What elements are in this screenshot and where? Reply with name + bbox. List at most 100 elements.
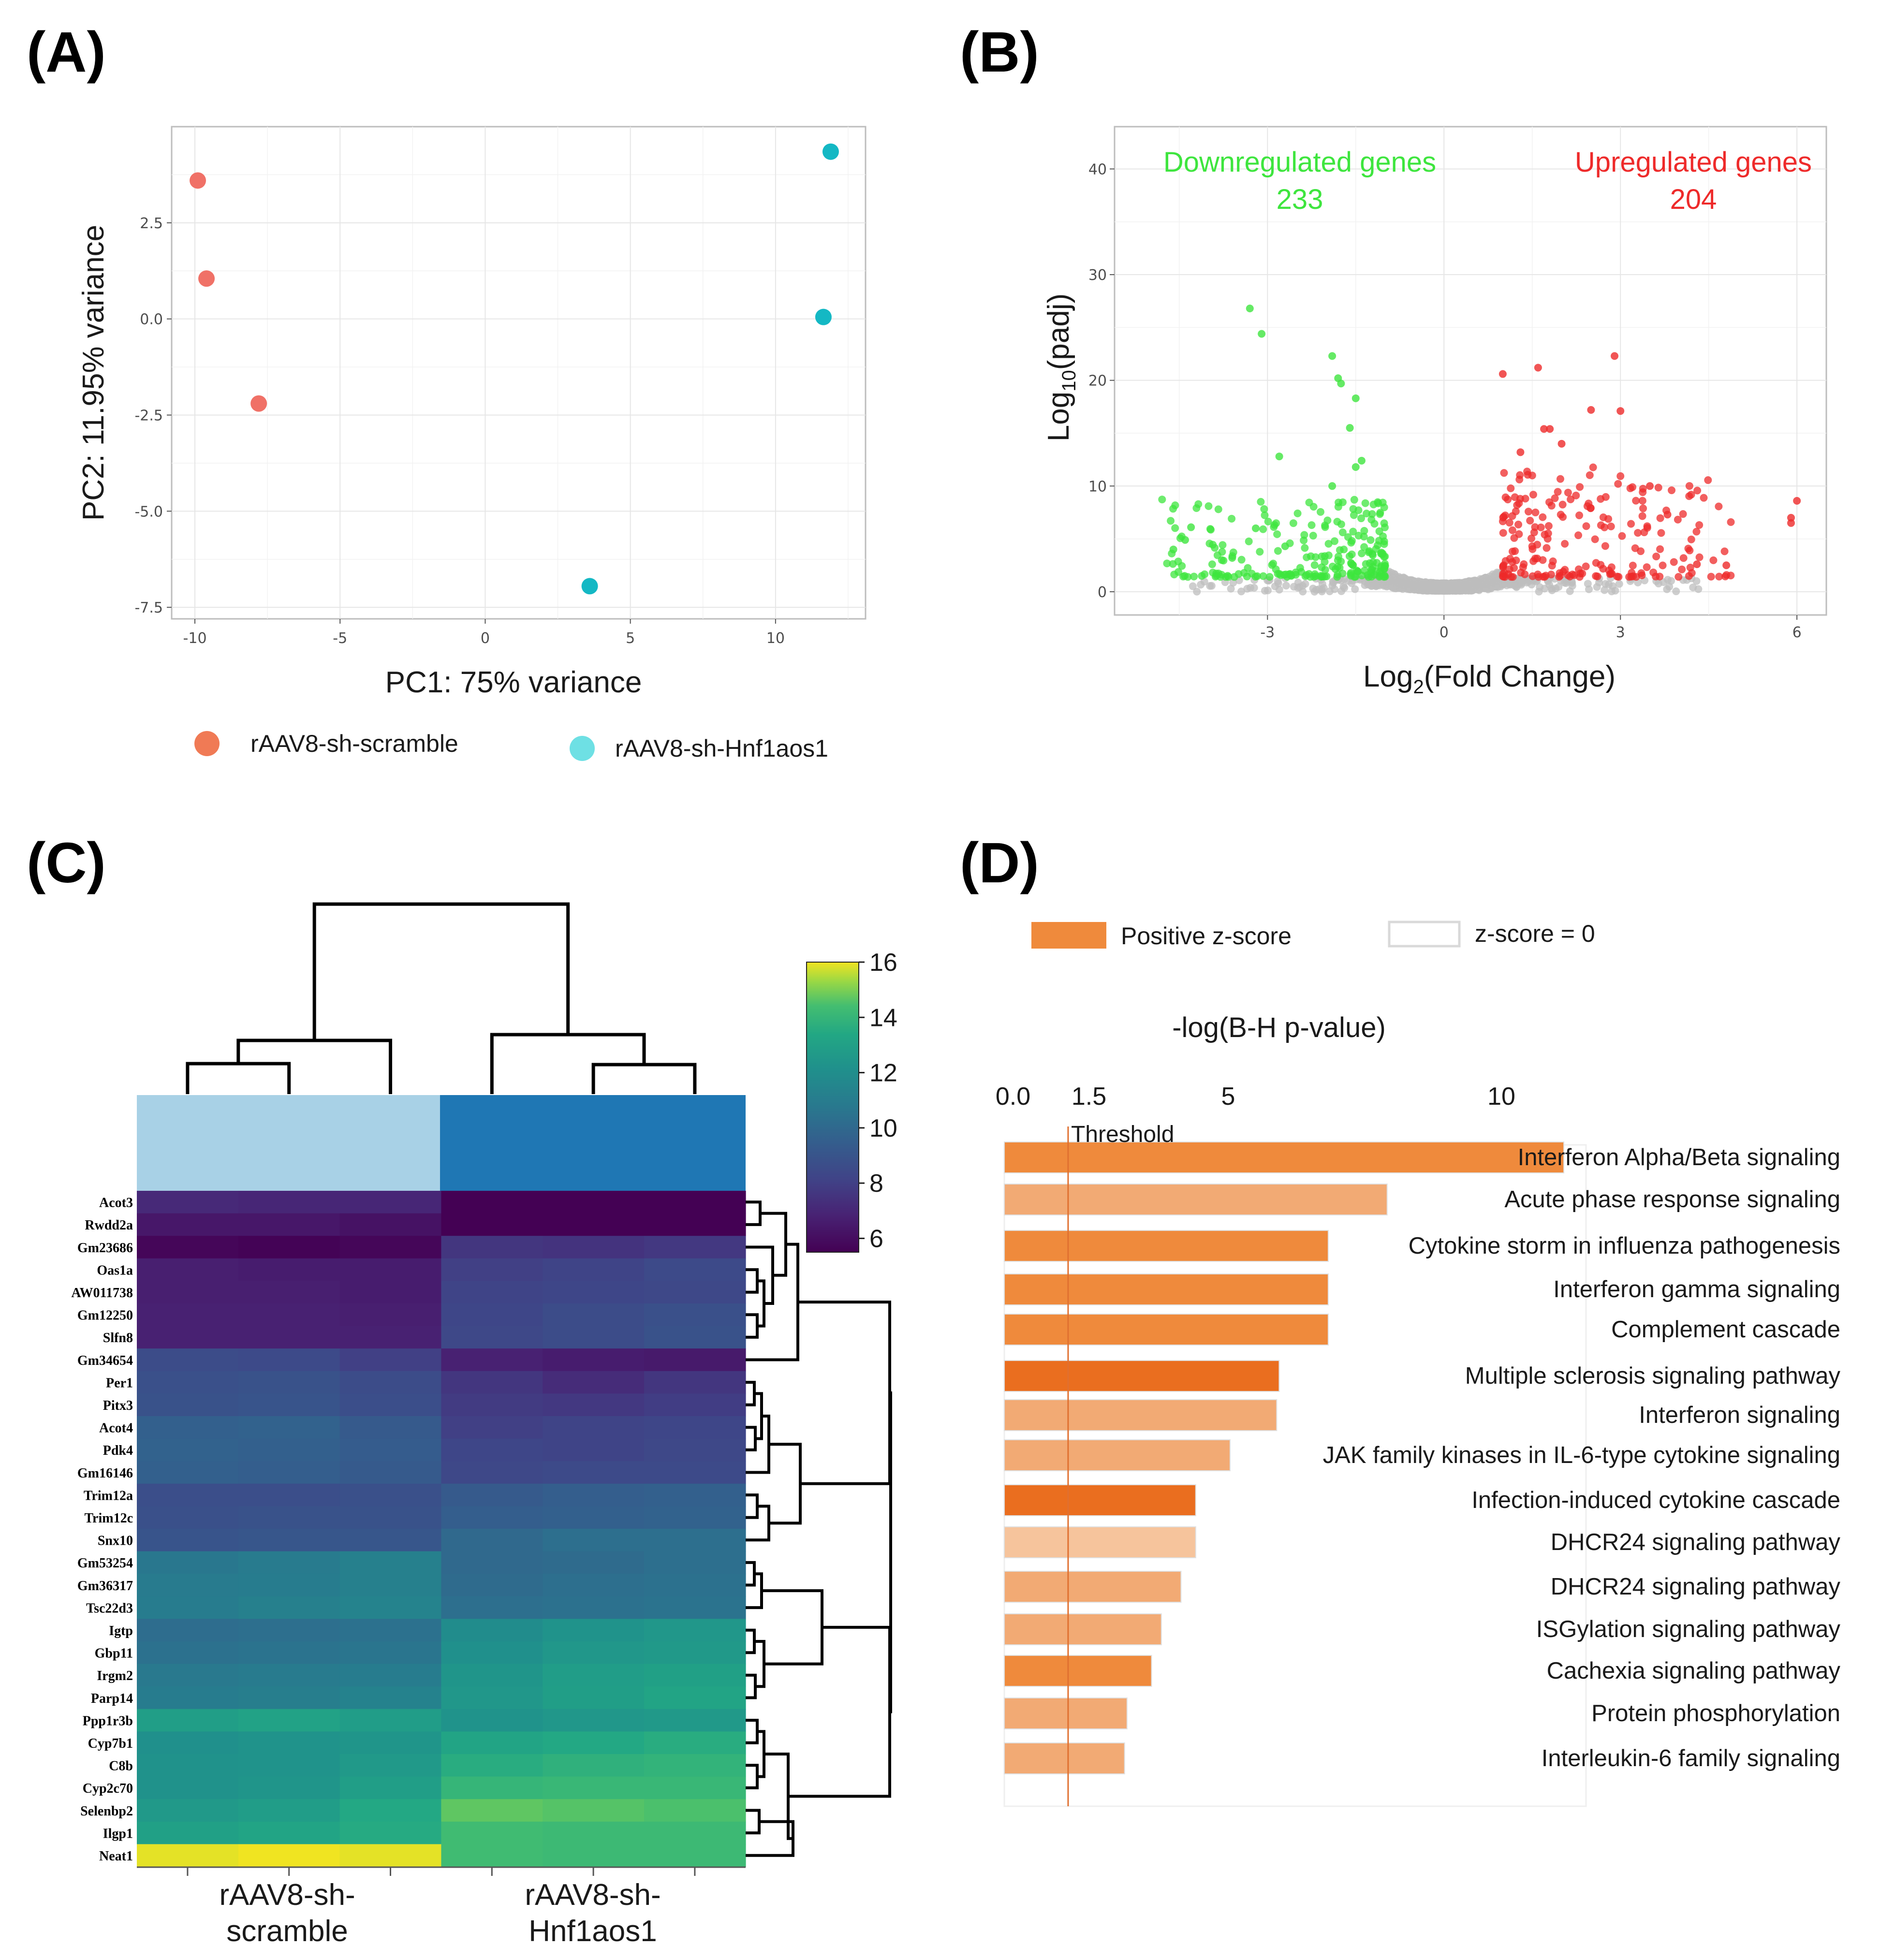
volcano-y-tick-label: 30: [1088, 267, 1107, 284]
volcano-point-up: [1509, 573, 1517, 581]
pca-grid: [172, 127, 866, 619]
volcano-point-down: [1361, 499, 1369, 507]
heatmap-cell: [644, 1551, 746, 1574]
heatmap-cell: [644, 1483, 746, 1507]
heatmap-cell: [543, 1281, 645, 1304]
volcano-point-up: [1720, 547, 1729, 556]
volcano-point-up: [1507, 484, 1515, 493]
panel-label-b: (B): [960, 20, 1039, 84]
heatmap-cell: [644, 1461, 746, 1484]
heatmap-cell: [543, 1326, 645, 1349]
volcano-point-up: [1652, 553, 1660, 561]
volcano-point-up: [1501, 493, 1510, 501]
upregulated-genes-count: 204: [1670, 184, 1717, 215]
volcano-point-down: [1219, 541, 1227, 549]
volcano-point-down: [1336, 546, 1344, 554]
heatmap-cell: [441, 1844, 543, 1867]
heatmap-cell: [339, 1371, 442, 1394]
pca-x-tick-label: 10: [766, 630, 785, 647]
volcano-point-down: [1350, 496, 1358, 504]
volcano-point-down: [1372, 545, 1380, 553]
heatmap-cell: [644, 1619, 746, 1642]
volcano-point-up: [1498, 517, 1507, 526]
heatmap-row-label: Trim12c: [84, 1511, 133, 1526]
dendrogram-branch: [591, 1063, 697, 1094]
volcano-x-tick-label: -3: [1260, 624, 1275, 641]
heatmap-col-label-hnf-line1: rAAV8-sh-: [525, 1878, 661, 1912]
heatmap-cell: [543, 1776, 645, 1799]
pca-legend-hnf-label: rAAV8-sh-Hnf1aos1: [615, 735, 828, 762]
volcano-point-up: [1656, 545, 1664, 553]
volcano-point-up: [1557, 511, 1565, 519]
heatmap-cell: [238, 1821, 340, 1845]
volcano-point-down: [1351, 463, 1360, 471]
volcano-point-down: [1316, 508, 1324, 516]
heatmap-cell: [543, 1596, 645, 1620]
heatmap-cell: [238, 1686, 340, 1710]
heatmap-row-label: Acot4: [99, 1421, 133, 1436]
heatmap-row-label: Ilgp1: [103, 1826, 133, 1841]
heatmap-cell: [339, 1506, 442, 1529]
volcano-point-down: [1309, 531, 1317, 540]
volcano-point-down: [1345, 552, 1353, 560]
pathway-bar: [1004, 1571, 1182, 1603]
volcano-point-up: [1721, 572, 1730, 581]
pathway-label: Interleukin-6 family signaling: [1542, 1745, 1840, 1771]
pathway-x-ticks: 0.0 1.5 5 10: [996, 1082, 1515, 1111]
heatmap-cell: [339, 1596, 442, 1620]
volcano-point-down: [1311, 572, 1320, 580]
volcano-point-up: [1607, 522, 1615, 530]
volcano-point-up: [1582, 522, 1590, 530]
heatmap-cell: [339, 1551, 442, 1574]
volcano-point-ns: [1535, 587, 1543, 596]
heatmap-cell: [339, 1709, 442, 1732]
volcano-point-up: [1547, 570, 1555, 579]
volcano-plot-frame: [1114, 126, 1827, 616]
volcano-point-up: [1567, 495, 1575, 503]
pathway-bar: [1004, 1141, 1565, 1173]
heatmap-row-label: Ppp1r3b: [83, 1713, 133, 1728]
volcano-point-ns: [1479, 580, 1487, 588]
volcano-point-ns: [1434, 580, 1442, 588]
volcano-point-ns: [1318, 585, 1326, 594]
heatmap-cell: [441, 1731, 543, 1755]
heatmap-cell: [238, 1191, 340, 1214]
heatmap-cell: [441, 1371, 543, 1394]
heatmap-cell: [339, 1619, 442, 1642]
volcano-point-up: [1715, 572, 1723, 581]
heatmap-cell: [238, 1461, 340, 1484]
volcano-point-down: [1245, 537, 1253, 545]
heatmap-cell: [339, 1844, 442, 1867]
volcano-point-up: [1561, 540, 1569, 548]
volcano-point-down: [1261, 511, 1269, 519]
volcano-point-down: [1192, 504, 1201, 512]
legend-positive-zscore-swatch: [1031, 922, 1106, 949]
volcano-point-down: [1272, 565, 1280, 573]
heatmap-cell: [339, 1821, 442, 1845]
heatmap-cell: [644, 1596, 746, 1620]
dendrogram-branch: [746, 1561, 756, 1587]
volcano-point-up: [1638, 497, 1646, 505]
volcano-point-up: [1686, 546, 1694, 555]
volcano-point-down: [1366, 536, 1375, 544]
volcano-point-down: [1208, 560, 1216, 569]
volcano-point-down: [1368, 566, 1376, 574]
volcano-point-down: [1321, 521, 1329, 529]
heatmap-row-label: Rwdd2a: [85, 1218, 133, 1233]
heatmap-cell: [137, 1393, 239, 1417]
heatmap-cell: [441, 1529, 543, 1552]
pca-y-axis-label: PC2: 11.95% variance: [77, 225, 110, 521]
heatmap-row-label: Per1: [106, 1375, 133, 1390]
volcano-point-down: [1347, 560, 1355, 568]
volcano-point-up: [1537, 523, 1545, 531]
heatmap-colorbar: 6 8 10 12 14 16: [806, 949, 897, 1253]
volcano-y-ticks: 0 10 20 30 40: [1088, 161, 1115, 601]
upregulated-genes-label: Upregulated genes: [1575, 146, 1812, 178]
heatmap-cell: [339, 1776, 442, 1799]
pca-plot: -10 -5 0 5 10 -7.5 -5.0 -2.5 0.0 2.5 PC1: 75% va…: [77, 126, 867, 762]
volcano-point-down: [1218, 548, 1226, 556]
volcano-point-down: [1322, 572, 1331, 581]
heatmap-cell: [441, 1438, 543, 1462]
volcano-point-up: [1572, 491, 1580, 499]
pathway-label: Multiple sclerosis signaling pathway: [1465, 1363, 1841, 1389]
